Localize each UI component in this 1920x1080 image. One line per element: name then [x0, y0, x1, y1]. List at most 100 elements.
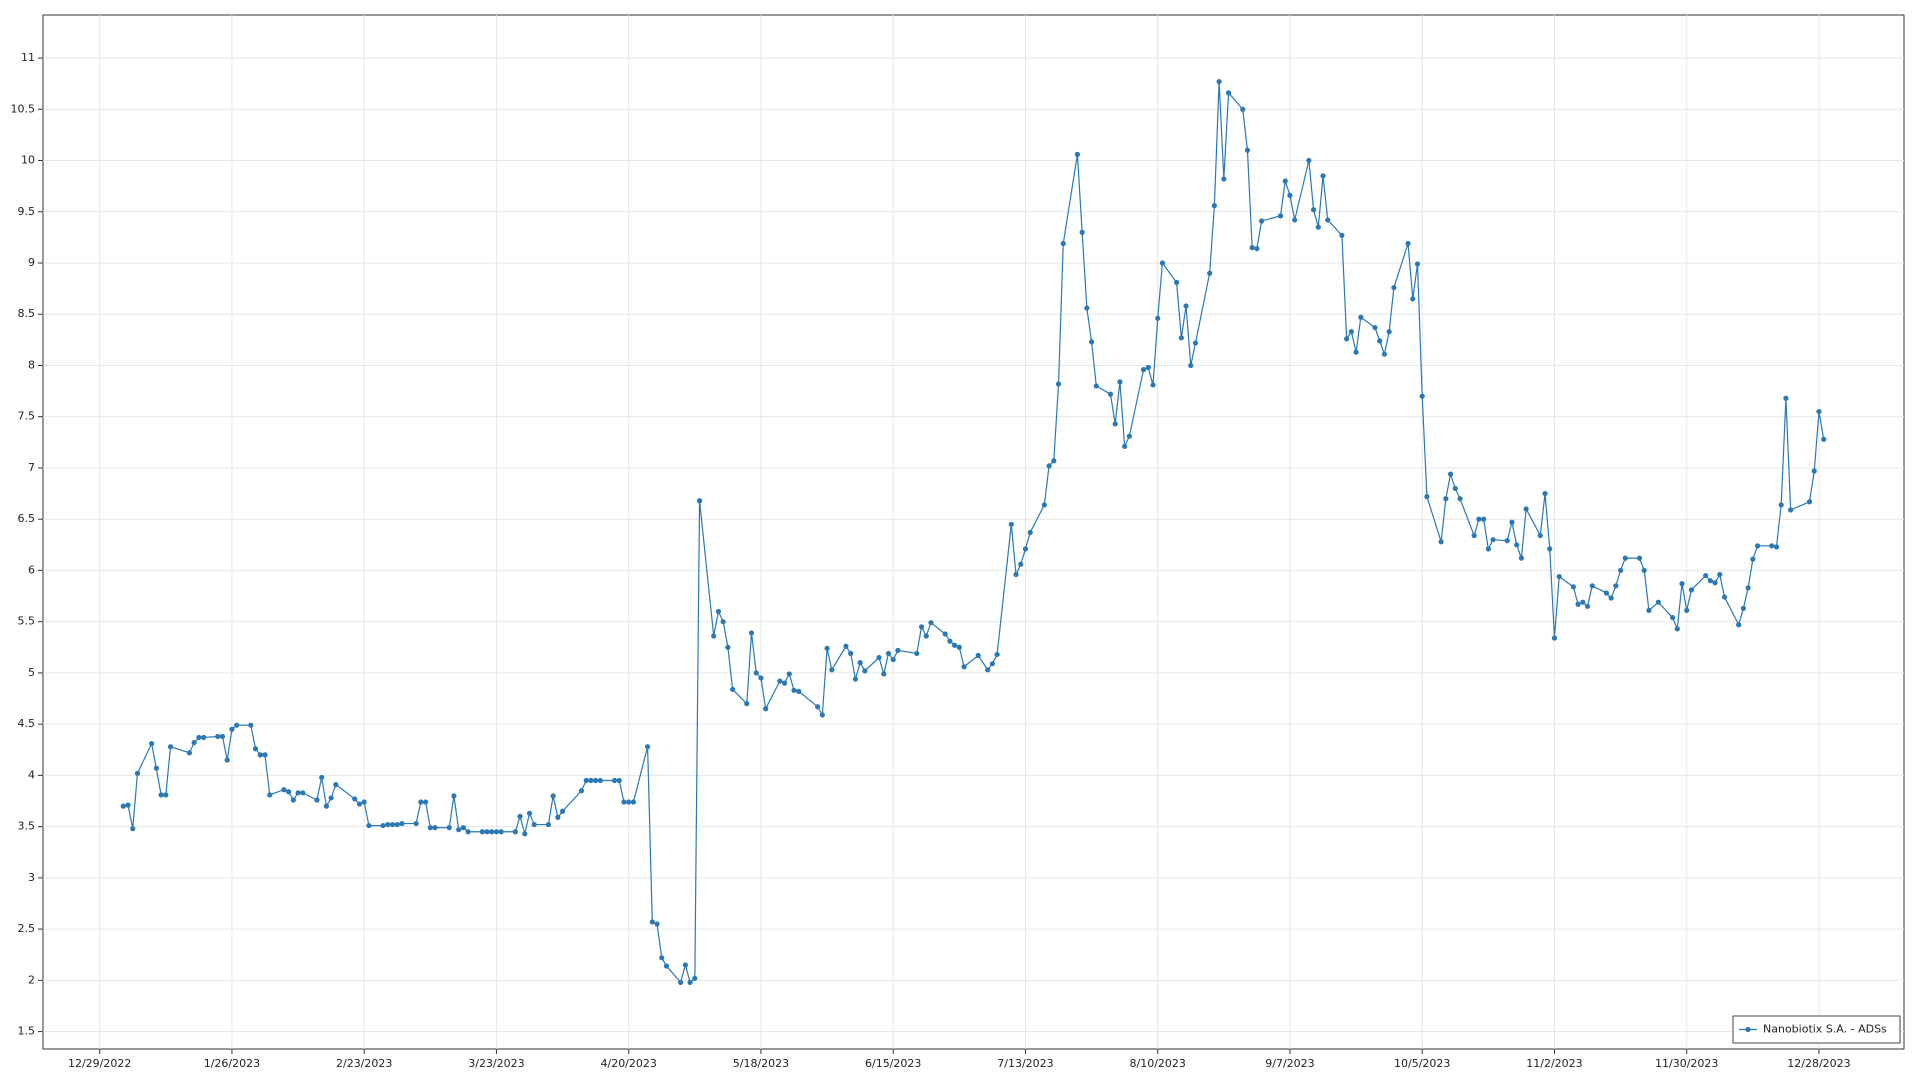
data-point — [682, 962, 688, 968]
data-point — [989, 661, 995, 667]
data-point — [597, 777, 603, 784]
data-point — [1088, 339, 1095, 345]
data-point — [1452, 485, 1458, 492]
data-point — [1518, 555, 1525, 561]
data-point — [1027, 529, 1033, 536]
data-point — [1707, 578, 1713, 584]
y-tick-label: 8 — [28, 358, 35, 371]
data-point — [248, 722, 254, 728]
data-point — [649, 919, 655, 925]
data-point — [1287, 192, 1293, 198]
x-tick-label: 12/28/2023 — [1787, 1057, 1850, 1070]
data-point — [663, 963, 670, 969]
data-point — [1377, 338, 1383, 344]
data-point — [300, 790, 306, 796]
data-point — [149, 741, 155, 747]
data-point — [158, 792, 164, 798]
data-point — [881, 671, 887, 677]
data-point — [1207, 270, 1213, 276]
data-point — [1584, 603, 1591, 609]
data-point — [1211, 203, 1217, 209]
data-point — [1126, 433, 1132, 439]
x-tick-label: 6/15/2023 — [865, 1057, 921, 1070]
data-point — [1358, 314, 1364, 320]
data-point — [644, 744, 651, 750]
data-point — [715, 608, 722, 615]
y-tick-label: 7 — [28, 461, 35, 474]
data-point — [659, 955, 665, 961]
x-tick-label: 5/18/2023 — [733, 1057, 789, 1070]
data-point — [1093, 383, 1099, 389]
data-point — [1117, 379, 1123, 385]
data-point — [1688, 587, 1695, 593]
data-point — [1320, 173, 1326, 179]
data-point — [947, 638, 953, 644]
data-point — [1537, 532, 1543, 539]
data-point — [1381, 351, 1388, 357]
data-point — [1018, 561, 1024, 567]
y-tick-label: 4.5 — [18, 717, 36, 730]
data-point — [1636, 555, 1643, 561]
data-point — [630, 799, 637, 805]
data-point — [1060, 240, 1066, 247]
data-point — [1084, 305, 1090, 311]
data-point — [319, 774, 325, 781]
data-point — [460, 825, 466, 831]
data-point — [252, 746, 259, 752]
data-point — [885, 650, 892, 657]
grid — [43, 15, 1904, 1049]
data-point — [545, 821, 551, 828]
data-point — [786, 671, 792, 677]
data-point — [432, 825, 438, 831]
data-point — [1509, 519, 1515, 525]
data-point — [578, 788, 585, 794]
data-point — [1277, 213, 1284, 219]
data-point — [413, 820, 419, 827]
data-point — [985, 667, 991, 673]
data-point — [1292, 217, 1298, 223]
y-tick-label: 7.5 — [18, 410, 36, 423]
data-point — [422, 799, 429, 805]
data-point — [125, 802, 131, 808]
data-point — [975, 652, 981, 659]
data-point — [1419, 393, 1425, 399]
data-point — [290, 797, 296, 803]
data-point — [1424, 494, 1430, 500]
data-point — [687, 979, 693, 985]
data-point — [512, 829, 518, 835]
data-point — [1150, 382, 1156, 388]
data-point — [1721, 594, 1728, 600]
x-tick-label: 1/26/2023 — [204, 1057, 260, 1070]
data-point — [314, 797, 320, 803]
data-point — [517, 813, 523, 819]
data-point — [1386, 329, 1392, 335]
data-point — [1821, 436, 1827, 442]
data-point — [1410, 296, 1416, 302]
data-point — [1122, 443, 1128, 450]
data-point — [361, 799, 367, 805]
data-point — [1641, 567, 1647, 574]
data-point — [352, 796, 358, 802]
data-point — [1405, 240, 1411, 247]
data-point — [1282, 178, 1288, 184]
data-point — [1773, 544, 1780, 550]
data-point — [1192, 340, 1199, 346]
data-point — [489, 829, 495, 835]
data-point — [257, 752, 263, 758]
data-point — [1372, 324, 1378, 331]
y-tick-label: 3.5 — [18, 820, 36, 833]
data-point — [626, 799, 632, 805]
legend-label: Nanobiotix S.A. - ADSs — [1763, 1023, 1887, 1036]
data-point — [862, 668, 868, 674]
data-point — [852, 676, 859, 682]
data-point — [1485, 546, 1491, 552]
data-point — [1216, 79, 1222, 85]
data-point — [1476, 516, 1482, 522]
x-tick-label: 12/29/2022 — [68, 1057, 131, 1070]
data-point — [526, 810, 533, 816]
series-line — [123, 81, 1825, 984]
data-point — [1570, 584, 1576, 590]
data-point — [815, 704, 821, 710]
data-point — [720, 619, 726, 625]
data-point — [479, 829, 485, 835]
